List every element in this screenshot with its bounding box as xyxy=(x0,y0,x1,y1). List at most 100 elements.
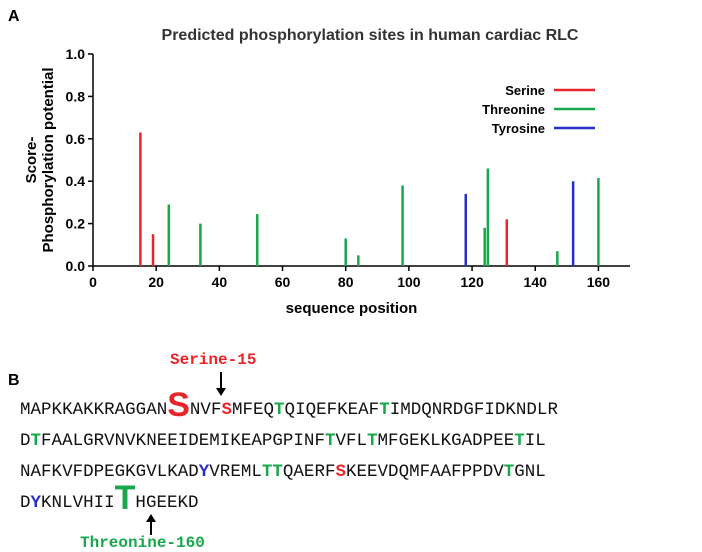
residue: Q xyxy=(421,400,432,420)
residue: D xyxy=(188,462,199,482)
residue: A xyxy=(72,400,84,420)
y-axis-label-line1: Score- xyxy=(23,137,40,184)
residue: A xyxy=(177,462,189,482)
phospho-site-y-152: Y xyxy=(30,493,42,513)
residue: P xyxy=(472,462,483,482)
residue: A xyxy=(62,431,73,451)
threonine-160-arrow-head xyxy=(146,514,156,522)
residue: I xyxy=(93,493,105,513)
residue: E xyxy=(303,462,315,482)
residue: P xyxy=(482,431,494,451)
residue: D xyxy=(20,493,31,513)
residue: E xyxy=(356,462,368,482)
residue: D xyxy=(188,493,199,513)
residue: E xyxy=(493,431,504,451)
x-tick-label: 20 xyxy=(148,274,164,290)
residue: K xyxy=(51,400,63,420)
y-tick-label: 0.2 xyxy=(66,216,86,232)
residue: E xyxy=(198,431,210,451)
residue: F xyxy=(388,431,399,451)
threonine-160-arrow-shaft xyxy=(150,521,152,535)
legend-label-tyrosine: Tyrosine xyxy=(492,121,545,136)
residue: Q xyxy=(398,462,410,482)
residue: L xyxy=(251,462,262,482)
residue: G xyxy=(125,400,136,420)
residue: A xyxy=(114,400,126,420)
residue: K xyxy=(125,462,136,482)
residue: R xyxy=(219,462,231,482)
residue: I xyxy=(219,431,231,451)
phospho-site-t-160: T xyxy=(114,479,136,517)
residue: Q xyxy=(263,400,275,420)
residue: N xyxy=(146,431,157,451)
residue: K xyxy=(83,400,94,420)
residue: N xyxy=(51,493,63,513)
residue: M xyxy=(240,462,252,482)
residue: G xyxy=(272,431,283,451)
residue: K xyxy=(177,493,188,513)
residue: I xyxy=(484,400,495,420)
residue: R xyxy=(547,400,558,420)
residue: E xyxy=(156,431,168,451)
residue: K xyxy=(167,462,178,482)
legend-label-threonine: Threonine xyxy=(482,102,545,117)
residue: L xyxy=(62,493,73,513)
residue: M xyxy=(231,400,243,420)
residue: A xyxy=(30,400,42,420)
residue: L xyxy=(535,431,546,451)
residue: A xyxy=(251,431,262,451)
residue: R xyxy=(442,400,453,420)
residue: P xyxy=(282,431,294,451)
residue: D xyxy=(526,400,537,420)
residue: E xyxy=(347,400,359,420)
residue: L xyxy=(536,400,548,420)
residue: A xyxy=(146,400,157,420)
residue: G xyxy=(398,431,410,451)
residue: D xyxy=(494,400,506,420)
phosphorylation-chart: Predicted phosphorylation sites in human… xyxy=(23,27,630,317)
residue: L xyxy=(356,431,368,451)
phospho-site-t-147: T xyxy=(503,462,515,482)
panel-a-label: A xyxy=(8,8,20,25)
residue: P xyxy=(93,462,105,482)
residue: E xyxy=(316,400,327,420)
residue: V xyxy=(146,462,157,482)
residue: F xyxy=(210,400,222,420)
serine-15-callout: Serine-15 xyxy=(170,351,257,369)
residue: H xyxy=(83,493,94,513)
residue: M xyxy=(377,431,389,451)
residue: A xyxy=(358,400,369,420)
threonine-160-callout: Threonine-160 xyxy=(80,534,205,552)
residue: N xyxy=(189,400,201,420)
residue: A xyxy=(440,462,452,482)
residue: V xyxy=(335,431,346,451)
residue: V xyxy=(125,431,136,451)
residue: D xyxy=(482,462,494,482)
residue: I xyxy=(104,493,115,513)
residue: F xyxy=(368,400,380,420)
phospho-site-t-98: T xyxy=(514,431,525,451)
residue: I xyxy=(524,431,536,451)
residue: G xyxy=(83,431,94,451)
phospho-site-t-125: T xyxy=(272,462,283,482)
residue: K xyxy=(41,493,52,513)
sequence-line: DTFAALGRVNVKNEEIDEMIKEAPGPINFTVFLTMFGEKL… xyxy=(20,426,700,457)
residue: N xyxy=(515,400,527,420)
residue: M xyxy=(409,462,420,482)
residue: M xyxy=(209,431,220,451)
residue: K xyxy=(230,431,241,451)
residue: R xyxy=(314,462,325,482)
residue: D xyxy=(188,431,199,451)
residue: A xyxy=(461,431,473,451)
phospho-site-t-34: T xyxy=(379,400,390,420)
residue: K xyxy=(93,400,105,420)
x-tick-label: 80 xyxy=(338,274,354,290)
residue: E xyxy=(253,400,264,420)
sequence-line: NAFKVFDPEGKGVLKADYVREMLTTQAERFSKEEVDQMFA… xyxy=(20,457,700,488)
residue: D xyxy=(83,462,94,482)
y-tick-label: 0.8 xyxy=(66,88,86,104)
residue: G xyxy=(463,400,474,420)
residue: I xyxy=(295,400,306,420)
phospho-site-t-24: T xyxy=(274,400,285,420)
residue: K xyxy=(337,400,348,420)
